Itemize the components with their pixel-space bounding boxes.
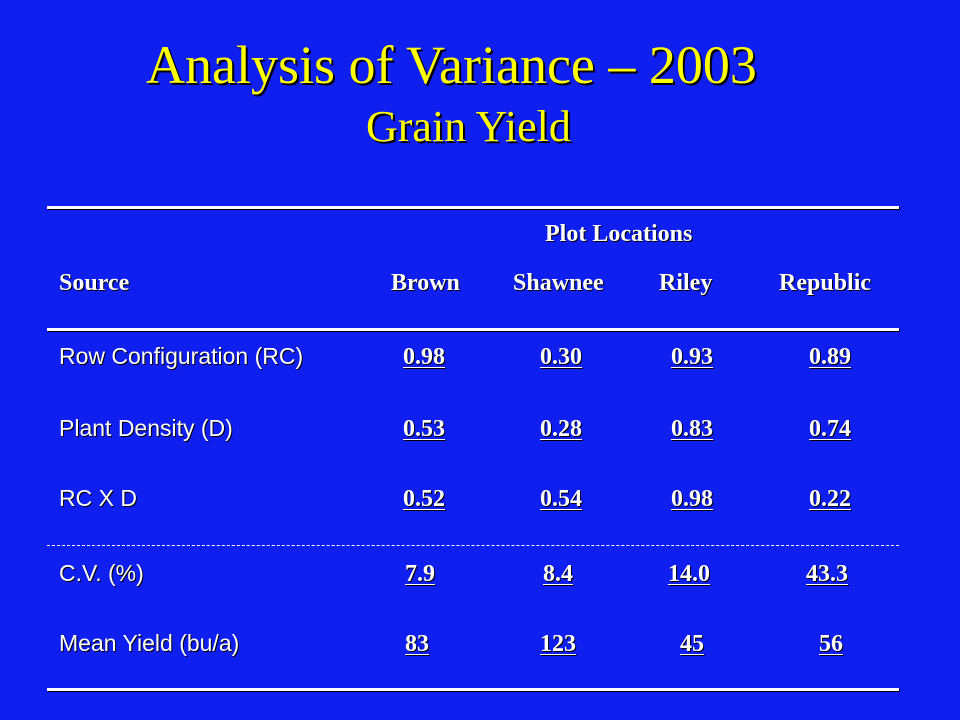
column-header-riley: Riley [659, 270, 713, 296]
cell-rcxd-republic: 0.22 [809, 486, 851, 512]
cell-yield-republic: 56 [819, 631, 843, 657]
cell-rc-shawnee: 0.30 [540, 344, 582, 370]
cell-yield-brown: 83 [405, 631, 429, 657]
cell-d-brown: 0.53 [403, 416, 445, 442]
cell-rcxd-brown: 0.52 [403, 486, 445, 512]
row-label-cv: C.V. (%) [59, 560, 144, 586]
row-label-rc-x-d: RC X D [59, 485, 137, 511]
cell-rcxd-shawnee: 0.54 [540, 486, 582, 512]
cell-rc-republic: 0.89 [809, 344, 851, 370]
cell-cv-shawnee: 8.4 [543, 561, 573, 587]
cell-d-shawnee: 0.28 [540, 416, 582, 442]
cell-rcxd-riley: 0.98 [671, 486, 713, 512]
cell-cv-riley: 14.0 [668, 561, 710, 587]
cell-cv-brown: 7.9 [405, 561, 435, 587]
slide-subtitle: Grain Yield [366, 102, 571, 151]
cell-rc-brown: 0.98 [403, 344, 445, 370]
cell-d-republic: 0.74 [809, 416, 851, 442]
column-header-republic: Republic [779, 270, 872, 296]
cell-yield-riley: 45 [680, 631, 704, 657]
row-label-plant-density: Plant Density (D) [59, 415, 233, 441]
column-header-brown: Brown [391, 270, 460, 296]
cell-yield-shawnee: 123 [540, 631, 576, 657]
cell-d-riley: 0.83 [671, 416, 713, 442]
table-top-rule [47, 206, 899, 209]
column-header-source: Source [59, 270, 130, 296]
row-label-mean-yield: Mean Yield (bu/a) [59, 630, 240, 656]
row-label-row-configuration: Row Configuration (RC) [59, 343, 304, 369]
dashed-separator [47, 545, 899, 546]
column-header-shawnee: Shawnee [513, 270, 604, 296]
table-bottom-rule [47, 688, 899, 691]
cell-cv-republic: 43.3 [806, 561, 848, 587]
slide-title: Analysis of Variance – 2003 [146, 35, 757, 95]
cell-rc-riley: 0.93 [671, 344, 713, 370]
group-header-plot-locations: Plot Locations [545, 221, 693, 247]
header-bottom-rule [47, 328, 899, 331]
